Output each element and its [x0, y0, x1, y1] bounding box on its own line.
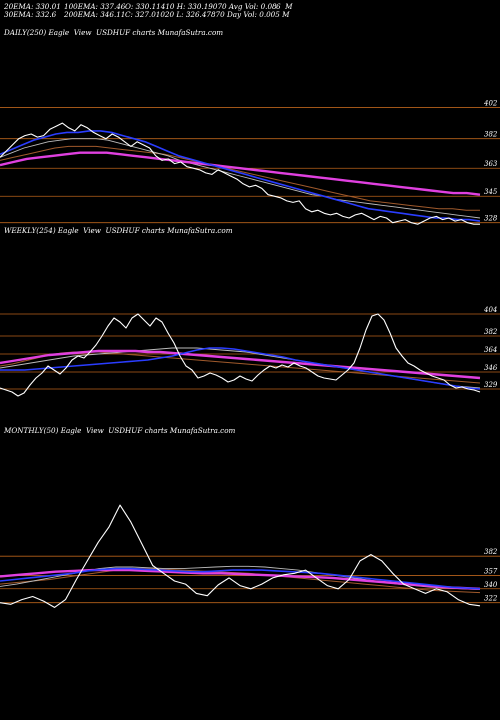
daily-ema-blue-line: [0, 130, 481, 222]
avg-vol-suffix: 6 M: [276, 2, 293, 11]
weekly-tick-label: 404: [483, 306, 497, 314]
weekly-ema-magenta-line: [0, 349, 481, 380]
ema30-readout: 30EMA: 332.6: [4, 10, 57, 19]
daily-ema-magenta-line: [0, 151, 481, 196]
weekly-panel-title: WEEKLY(254) Eagle View USDHUF charts Mun…: [4, 226, 233, 235]
weekly-tick-label: 329: [484, 381, 498, 389]
daily-tick-label: 363: [484, 160, 498, 168]
daily-tick-label: 402: [483, 100, 498, 108]
monthly-tick-label: 340: [484, 581, 498, 589]
close-low-readout: C: 327.01020 L: 326.47870 Day Vol: 0.005…: [125, 10, 290, 19]
monthly-tick-label: 322: [484, 595, 498, 603]
header-row-2: 30EMA: 332.6 200EMA: 346.11 C: 327.01020…: [4, 10, 500, 20]
monthly-ema-blue-line: [0, 567, 481, 590]
header-row-1: 20EMA: 330.01 100EMA: 337.46 O: 330.1141…: [4, 2, 500, 12]
daily-price-line: [0, 122, 480, 225]
weekly-tick-label: 364: [484, 346, 497, 354]
monthly-price-line: [0, 504, 481, 608]
daily-tick-label: 328: [484, 215, 498, 223]
weekly-price-line: [0, 313, 481, 397]
monthly-tick-label: 357: [484, 568, 498, 576]
daily-ema-brown-line: [0, 145, 480, 211]
daily-ema-gray-line: [0, 138, 481, 219]
ohlc-readout: O: 330.11410 H: 330.19070 Avg Vol: 0.08: [125, 2, 277, 11]
monthly-tick-label: 382: [484, 548, 498, 556]
ema200-readout: 200EMA: 346.11: [64, 10, 126, 19]
daily-tick-label: 345: [484, 188, 498, 196]
daily-tick-label: 382: [484, 131, 498, 139]
monthly-panel-title: MONTHLY(50) Eagle View USDHUF charts Mun…: [4, 426, 236, 435]
ema100-readout: 100EMA: 337.46: [64, 2, 126, 11]
monthly-ema-magenta-line: [0, 568, 481, 590]
ema20-readout: 20EMA: 330.01: [4, 2, 61, 11]
daily-panel-title: DAILY(250) Eagle View USDHUF charts Muna…: [4, 28, 224, 37]
weekly-tick-label: 346: [484, 364, 498, 372]
weekly-tick-label: 382: [484, 328, 498, 336]
weekly-ema-blue-line: [0, 347, 481, 390]
